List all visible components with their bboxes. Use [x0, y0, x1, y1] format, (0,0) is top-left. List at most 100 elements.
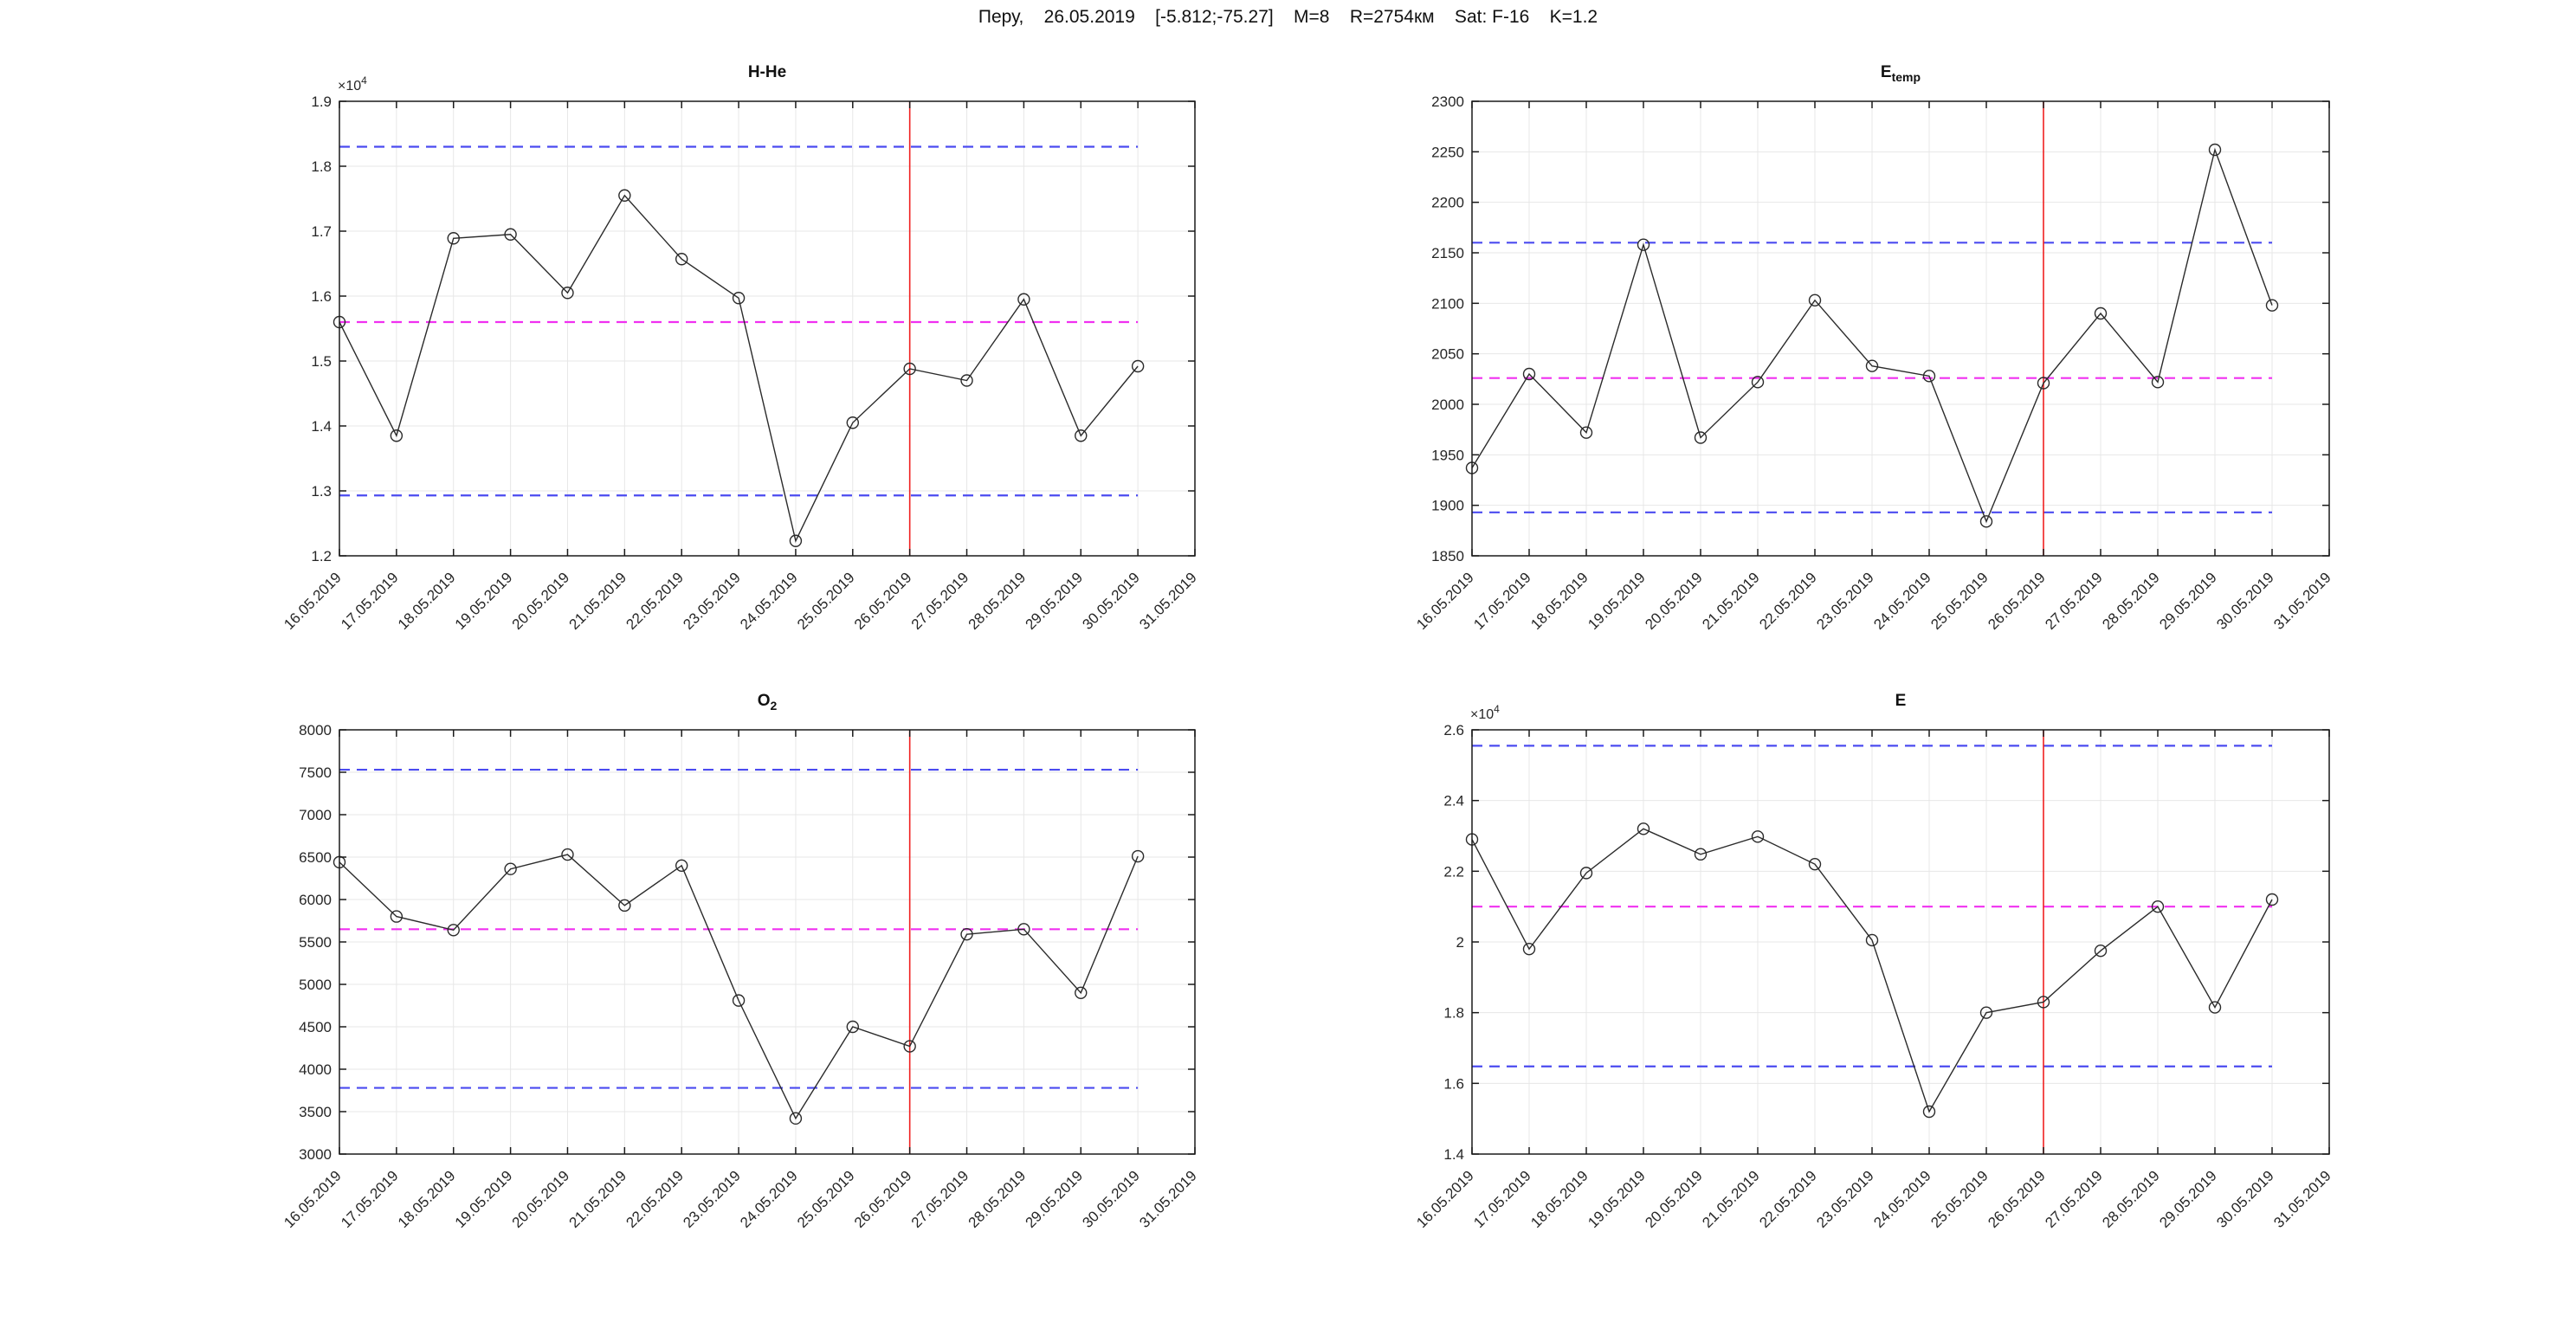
- data-point-marker: [1522, 942, 1536, 956]
- x-tick-label: 27.05.2019: [2042, 569, 2106, 633]
- x-tick-label: 31.05.2019: [1136, 569, 1200, 633]
- x-tick-label: 28.05.2019: [2099, 1167, 2163, 1231]
- y-tick-label: 5500: [299, 934, 332, 951]
- x-tick-label: 22.05.2019: [1756, 569, 1820, 633]
- data-point-marker: [732, 994, 746, 1007]
- data-point-marker: [2037, 996, 2050, 1009]
- data-point-marker: [1979, 1006, 1993, 1019]
- x-tick-labels: 16.05.201917.05.201918.05.201919.05.2019…: [281, 569, 1200, 633]
- data-point-marker: [789, 1112, 803, 1125]
- data-point-marker: [1865, 359, 1879, 372]
- x-tick-label: 23.05.2019: [1813, 569, 1877, 633]
- x-tick-label: 19.05.2019: [452, 1167, 516, 1231]
- x-tick-labels: 16.05.201917.05.201918.05.201919.05.2019…: [281, 1167, 1200, 1231]
- y-tick-label: 6500: [299, 849, 332, 866]
- data-markers: [1465, 822, 2279, 1119]
- y-axis-exponent-label: ×104: [338, 74, 367, 94]
- data-point-marker: [903, 362, 916, 376]
- data-point-marker: [1075, 429, 1088, 442]
- chart-title-e: E: [1472, 692, 2329, 713]
- x-tick-label: 30.05.2019: [1079, 569, 1143, 633]
- y-tick-label: 1.6: [311, 288, 332, 305]
- x-tick-label: 31.05.2019: [2270, 1167, 2334, 1231]
- y-tick-label: 1.9: [311, 94, 332, 110]
- chart-title-text: H-He: [747, 63, 787, 81]
- chart-title-text: E: [1880, 63, 1892, 81]
- x-tick-label: 19.05.2019: [1585, 1167, 1649, 1231]
- y-tick-label: 2250: [1431, 144, 1464, 160]
- x-tick-label: 25.05.2019: [794, 569, 858, 633]
- data-point-marker: [1637, 238, 1650, 251]
- x-tick-label: 29.05.2019: [1022, 569, 1086, 633]
- x-tick-label: 24.05.2019: [1870, 569, 1934, 633]
- x-tick-label: 20.05.2019: [1642, 1167, 1706, 1231]
- x-tick-label: 30.05.2019: [2213, 569, 2277, 633]
- chart-title-subscript: temp: [1891, 69, 1921, 84]
- y-tick-label: 1.2: [311, 548, 332, 564]
- data-point-marker: [675, 253, 688, 266]
- y-tick-labels: 1850 1900 1950 2000 2050 2100 2150 2200 2250 2300: [1431, 94, 1464, 564]
- x-tick-label: 18.05.2019: [1527, 569, 1591, 633]
- x-tick-label: 26.05.2019: [1985, 569, 2049, 633]
- data-point-marker: [1522, 367, 1536, 381]
- data-point-marker: [504, 228, 517, 241]
- data-point-marker: [561, 287, 574, 300]
- data-line: [1471, 828, 2273, 1113]
- x-tick-label: 29.05.2019: [2156, 1167, 2220, 1231]
- y-tick-label: 2.4: [1443, 793, 1464, 809]
- x-tick-label: 26.05.2019: [851, 569, 915, 633]
- data-point-marker: [561, 848, 574, 861]
- x-tick-label: 17.05.2019: [1470, 1167, 1534, 1231]
- chart-title-o2: O2: [339, 692, 1195, 713]
- exponent-power: 4: [1494, 703, 1500, 715]
- y-tick-label: 1.8: [311, 158, 332, 175]
- plot-box: [1471, 100, 2330, 557]
- y-tick-label: 2300: [1431, 94, 1464, 110]
- y-tick-label: 2.6: [1443, 722, 1464, 738]
- axis-ticks: [1471, 729, 2330, 1155]
- data-point-marker: [2265, 299, 2279, 312]
- y-tick-label: 2000: [1431, 397, 1464, 413]
- y-tick-label: 3500: [299, 1104, 332, 1120]
- y-tick-labels: 1.2 1.3 1.4 1.5 1.6 1.7 1.8 1.9: [311, 94, 332, 564]
- y-tick-label: 6000: [299, 892, 332, 908]
- data-point-marker: [2208, 143, 2222, 157]
- chart-o2: 3000 3500 4000 4500 5000 5500 6000 6500 7000 7500…: [281, 722, 1200, 1231]
- data-point-marker: [2094, 945, 2108, 958]
- x-tick-label: 16.05.2019: [1413, 1167, 1477, 1231]
- x-tick-label: 18.05.2019: [395, 1167, 459, 1231]
- data-point-marker: [1808, 293, 1822, 307]
- y-tick-label: 5000: [299, 977, 332, 993]
- data-line: [339, 194, 1139, 543]
- x-tick-label: 30.05.2019: [2213, 1167, 2277, 1231]
- y-tick-label: 1.7: [311, 223, 332, 240]
- data-point-marker: [1694, 431, 1708, 444]
- data-point-marker: [447, 924, 460, 937]
- x-tick-label: 18.05.2019: [1527, 1167, 1591, 1231]
- x-tick-label: 25.05.2019: [1927, 569, 1992, 633]
- x-tick-label: 22.05.2019: [1756, 1167, 1820, 1231]
- data-point-marker: [1751, 830, 1765, 843]
- data-line: [1471, 147, 2273, 524]
- data-point-marker: [1694, 848, 1708, 861]
- x-tick-label: 28.05.2019: [965, 1167, 1030, 1231]
- y-tick-labels: 1.4 1.6 1.8 2 2.2 2.4 2.6: [1443, 722, 1464, 1163]
- x-tick-label: 21.05.2019: [1699, 1167, 1763, 1231]
- y-tick-label: 1950: [1431, 447, 1464, 463]
- x-tick-label: 24.05.2019: [737, 1167, 801, 1231]
- x-tick-label: 21.05.2019: [566, 1167, 630, 1231]
- y-tick-label: 1850: [1431, 548, 1464, 564]
- chart-title-text: E: [1895, 692, 1907, 710]
- y-tick-label: 7500: [299, 764, 332, 781]
- x-tick-label: 19.05.2019: [452, 569, 516, 633]
- y-tick-label: 1.4: [1443, 1146, 1464, 1163]
- data-point-marker: [1017, 923, 1030, 936]
- x-tick-label: 24.05.2019: [1870, 1167, 1934, 1231]
- x-tick-label: 20.05.2019: [509, 1167, 573, 1231]
- x-tick-label: 24.05.2019: [737, 569, 801, 633]
- data-point-marker: [390, 429, 404, 442]
- data-point-marker: [1579, 426, 1593, 439]
- data-point-marker: [846, 416, 859, 429]
- y-axis-exponent-label: ×104: [1470, 703, 1500, 722]
